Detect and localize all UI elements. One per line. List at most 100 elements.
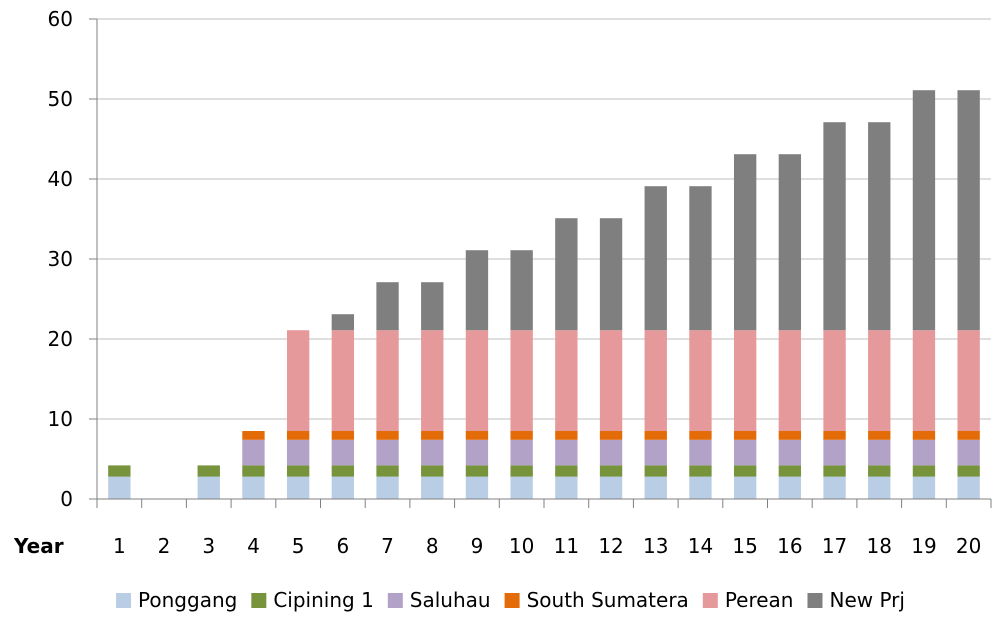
bar-segment (197, 476, 220, 499)
bar-segment (242, 431, 265, 440)
y-tick-labels: 0 10 20 30 40 50 60 (48, 7, 73, 511)
bar-segment (510, 250, 533, 331)
x-axis-label: Year (13, 534, 64, 558)
bar-segment (510, 476, 533, 499)
legend-item: South Sumatera (504, 588, 689, 612)
x-tick-labels: 1 2 3 4 5 6 7 8 9 10 11 12 13 14 15 16 17 18 19 20 (113, 534, 981, 558)
bar-segment (868, 439, 891, 466)
bar-segment (376, 282, 399, 331)
bar-segment (957, 439, 980, 466)
x-tick-label: 19 (911, 534, 936, 558)
bar-segment (733, 154, 757, 331)
bar-segment (242, 465, 265, 477)
bar-segment (331, 439, 355, 466)
bar-segment (555, 330, 578, 431)
bar-segment (465, 250, 489, 331)
bar-segment (465, 465, 489, 477)
y-tick-label: 10 (48, 407, 73, 431)
bars (108, 90, 980, 499)
y-tick-label: 30 (48, 247, 73, 271)
legend-label: Perean (725, 588, 794, 612)
x-tick-label: 14 (688, 534, 713, 558)
bar-segment (376, 476, 399, 499)
bar-segment (778, 439, 802, 466)
bar-segment (599, 465, 623, 477)
legend-label: New Prj (829, 588, 904, 612)
x-tick-label: 12 (598, 534, 623, 558)
bar-segment (421, 282, 444, 331)
bar-segment (778, 465, 802, 477)
y-tick-label: 60 (48, 7, 73, 31)
bar-segment (286, 476, 310, 499)
bar-segment (823, 122, 846, 331)
x-tick-label: 5 (292, 534, 305, 558)
x-tick-label: 13 (643, 534, 668, 558)
y-tick-label: 50 (48, 87, 73, 111)
y-tick-label: 0 (60, 487, 73, 511)
bar-segment (689, 330, 712, 431)
bar-segment (868, 465, 891, 477)
bar-segment (376, 439, 399, 466)
bar-segment (644, 439, 667, 466)
bar-segment (465, 330, 489, 431)
bar-segment (376, 330, 399, 431)
bar-segment (510, 431, 533, 440)
gridlines (97, 18, 991, 420)
bar-segment (376, 465, 399, 477)
x-tick-label: 10 (509, 534, 534, 558)
bar-segment (733, 330, 757, 431)
bar-segment (331, 465, 355, 477)
bar-segment (957, 330, 980, 431)
bar-segment (912, 476, 936, 499)
legend-item: Perean (702, 588, 794, 612)
x-tick-label: 9 (471, 534, 484, 558)
y-tick-label: 40 (48, 167, 73, 191)
bar-segment (421, 465, 444, 477)
x-tick-label: 6 (336, 534, 349, 558)
bar-segment (733, 465, 757, 477)
bar-segment (823, 476, 846, 499)
legend-label: Saluhau (410, 588, 491, 612)
bar-segment (465, 431, 489, 440)
bar-segment (957, 476, 980, 499)
bar-segment (242, 439, 265, 466)
bar-segment (868, 122, 891, 331)
x-tick-label: 18 (867, 534, 892, 558)
legend-swatch (504, 593, 520, 608)
bar-segment (689, 431, 712, 440)
bar-segment (108, 476, 131, 499)
bar-segment (465, 476, 489, 499)
bar-segment (599, 476, 623, 499)
legend-label: South Sumatera (527, 588, 689, 612)
x-tick-label: 20 (956, 534, 981, 558)
bar-segment (331, 476, 355, 499)
y-tick-label: 20 (48, 327, 73, 351)
bar-segment (778, 154, 802, 331)
bar-segment (689, 186, 712, 331)
bar-segment (331, 314, 355, 331)
bar-segment (286, 330, 310, 431)
bar-segment (286, 439, 310, 466)
x-tick-label: 11 (554, 534, 579, 558)
bar-segment (421, 330, 444, 431)
bar-segment (733, 431, 757, 440)
legend-label: Ponggang (138, 588, 237, 612)
bar-segment (778, 476, 802, 499)
bar-segment (555, 476, 578, 499)
bar-segment (421, 439, 444, 466)
bar-segment (868, 431, 891, 440)
bar-segment (868, 476, 891, 499)
legend-swatch (116, 593, 132, 608)
bar-segment (242, 476, 265, 499)
bar-segment (599, 330, 623, 431)
bar-segment (465, 439, 489, 466)
x-tick-label: 7 (381, 534, 394, 558)
bar-segment (823, 439, 846, 466)
bar-segment (778, 431, 802, 440)
bar-segment (644, 476, 667, 499)
bar-segment (644, 330, 667, 431)
bar-segment (689, 439, 712, 466)
bar-segment (555, 218, 578, 331)
legend-label: Cipining 1 (273, 588, 373, 612)
